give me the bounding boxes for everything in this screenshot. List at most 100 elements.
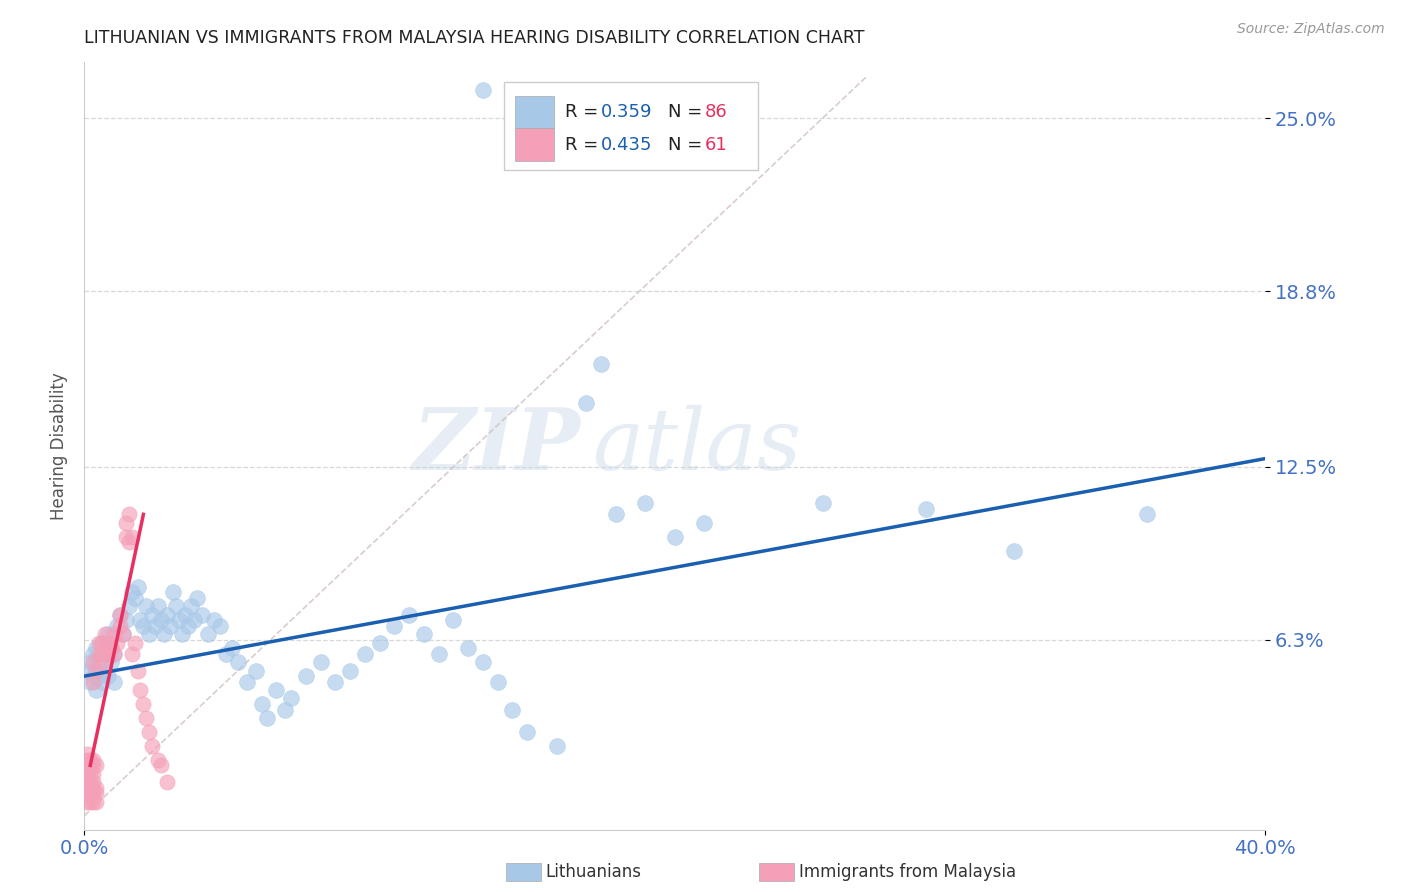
- Point: [186, 591, 208, 605]
- Point: [84, 664, 107, 678]
- Point: [325, 674, 347, 689]
- Text: Immigrants from Malaysia: Immigrants from Malaysia: [799, 863, 1015, 881]
- Point: [111, 627, 134, 641]
- Point: [103, 647, 125, 661]
- Point: [382, 619, 406, 633]
- Point: [79, 786, 101, 800]
- Point: [76, 766, 98, 780]
- Point: [82, 775, 104, 789]
- Point: [76, 795, 98, 809]
- Text: 86: 86: [704, 103, 727, 121]
- Point: [170, 627, 193, 641]
- Point: [256, 711, 278, 725]
- Point: [575, 396, 598, 410]
- Point: [84, 786, 107, 800]
- Point: [97, 635, 120, 649]
- Text: R =: R =: [565, 136, 605, 153]
- Point: [236, 674, 259, 689]
- Point: [693, 516, 716, 530]
- Point: [143, 619, 166, 633]
- Point: [148, 599, 170, 614]
- Text: R =: R =: [565, 103, 605, 121]
- Y-axis label: Hearing Disability: Hearing Disability: [49, 372, 67, 520]
- Point: [664, 530, 686, 544]
- Text: LITHUANIAN VS IMMIGRANTS FROM MALAYSIA HEARING DISABILITY CORRELATION CHART: LITHUANIAN VS IMMIGRANTS FROM MALAYSIA H…: [84, 29, 865, 47]
- Point: [100, 641, 122, 656]
- Point: [443, 613, 465, 627]
- Point: [162, 585, 184, 599]
- Point: [135, 711, 157, 725]
- Point: [165, 599, 187, 614]
- Text: ZIP: ZIP: [412, 404, 581, 488]
- Point: [91, 655, 114, 669]
- Text: N =: N =: [668, 136, 707, 153]
- Text: atlas: atlas: [592, 405, 801, 487]
- Point: [108, 619, 131, 633]
- Point: [132, 619, 155, 633]
- Point: [129, 683, 152, 698]
- Point: [915, 501, 938, 516]
- Point: [114, 530, 136, 544]
- Point: [427, 647, 450, 661]
- Point: [605, 508, 627, 522]
- Point: [100, 641, 122, 656]
- Point: [274, 703, 297, 717]
- Point: [76, 758, 98, 772]
- Point: [100, 655, 122, 669]
- Point: [280, 691, 302, 706]
- Point: [105, 619, 128, 633]
- Point: [173, 607, 195, 622]
- Point: [84, 683, 107, 698]
- Point: [811, 496, 834, 510]
- Point: [226, 655, 249, 669]
- Point: [79, 766, 101, 780]
- Point: [97, 669, 120, 683]
- Point: [91, 635, 114, 649]
- Point: [457, 641, 479, 656]
- Point: [148, 753, 170, 767]
- Point: [215, 647, 238, 661]
- Point: [84, 795, 107, 809]
- FancyBboxPatch shape: [516, 128, 554, 161]
- Point: [79, 674, 101, 689]
- Point: [150, 758, 173, 772]
- Point: [79, 795, 101, 809]
- Point: [82, 758, 104, 772]
- Text: 0.435: 0.435: [600, 136, 652, 153]
- Point: [76, 747, 98, 762]
- Point: [339, 664, 361, 678]
- Point: [76, 786, 98, 800]
- Point: [94, 647, 117, 661]
- Point: [138, 725, 160, 739]
- Point: [398, 607, 420, 622]
- Point: [82, 766, 104, 780]
- Point: [121, 585, 143, 599]
- Text: 0.359: 0.359: [600, 103, 652, 121]
- Text: N =: N =: [668, 103, 707, 121]
- Text: Lithuanians: Lithuanians: [546, 863, 641, 881]
- Point: [103, 647, 125, 661]
- Point: [1004, 543, 1026, 558]
- Point: [103, 627, 125, 641]
- Point: [309, 655, 332, 669]
- Point: [79, 780, 101, 795]
- Point: [132, 697, 155, 711]
- Point: [87, 647, 111, 661]
- Point: [108, 607, 131, 622]
- Point: [501, 703, 523, 717]
- FancyBboxPatch shape: [516, 96, 554, 128]
- Point: [114, 613, 136, 627]
- Point: [183, 613, 205, 627]
- Point: [129, 613, 152, 627]
- Point: [87, 655, 111, 669]
- Point: [153, 627, 176, 641]
- Point: [472, 83, 495, 97]
- Point: [368, 635, 391, 649]
- Point: [76, 780, 98, 795]
- Point: [124, 591, 146, 605]
- Point: [91, 647, 114, 661]
- Point: [159, 619, 181, 633]
- Point: [177, 619, 200, 633]
- Point: [114, 516, 136, 530]
- Point: [82, 786, 104, 800]
